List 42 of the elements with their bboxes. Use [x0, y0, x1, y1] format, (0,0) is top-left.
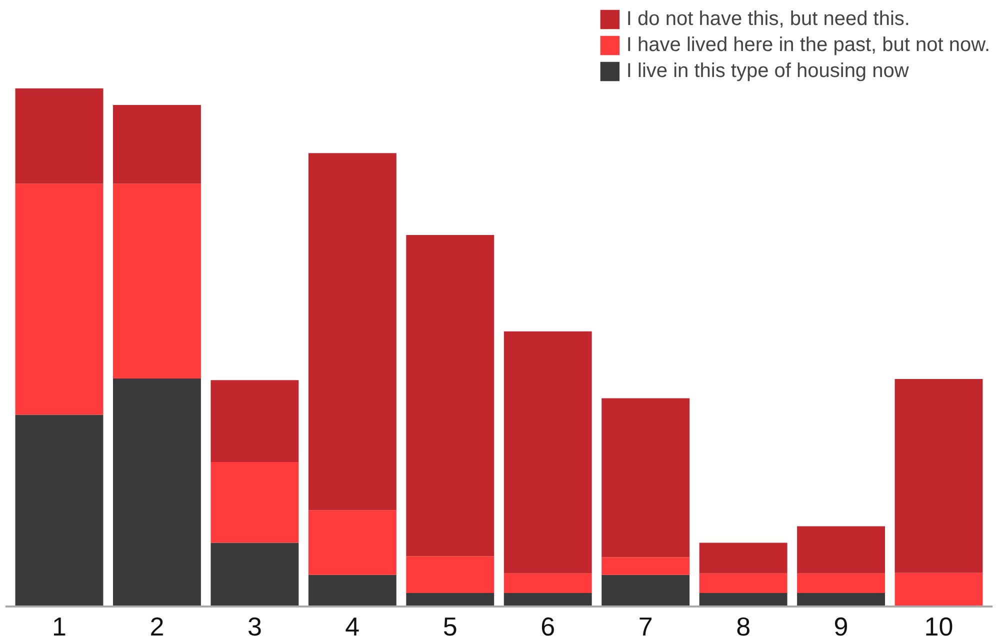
bar [15, 414, 104, 606]
bar [112, 378, 201, 606]
bar [699, 542, 788, 574]
bar [797, 573, 886, 594]
bar [602, 574, 690, 606]
bar [504, 331, 592, 574]
bar [797, 593, 886, 606]
bar [504, 573, 592, 594]
bar [894, 572, 983, 606]
x-tick-label: 9 [834, 612, 848, 638]
x-tick-label: 7 [638, 612, 653, 638]
bar [15, 88, 104, 184]
bar [308, 153, 396, 510]
bar [894, 379, 983, 573]
bar [504, 593, 592, 606]
legend-label: I have lived here in the past, but not now. [626, 34, 990, 56]
legend-label: I do not have this, but need this. [626, 8, 910, 30]
x-tick-label: 10 [924, 612, 954, 638]
bar [210, 462, 299, 543]
bar [15, 184, 104, 415]
bar [602, 557, 690, 575]
x-tick-label: 4 [345, 612, 360, 638]
bar [308, 510, 396, 575]
bar [406, 556, 494, 594]
x-tick-label: 8 [736, 612, 751, 638]
x-tick-label: 6 [540, 612, 556, 638]
legend-label: I live in this type of housing now [626, 60, 909, 82]
bar [112, 184, 201, 379]
x-tick-label: 2 [150, 612, 164, 638]
x-tick-label: 5 [442, 612, 458, 638]
bar [210, 542, 299, 606]
bar [406, 593, 494, 606]
bar [112, 104, 201, 184]
bar [699, 573, 788, 594]
bar [210, 380, 299, 462]
bar [406, 235, 494, 556]
bar [699, 593, 788, 606]
bar [797, 526, 886, 574]
bar [308, 574, 396, 606]
x-tick-label: 3 [247, 612, 262, 638]
x-tick-label: 1 [52, 612, 66, 638]
bar [602, 398, 690, 558]
